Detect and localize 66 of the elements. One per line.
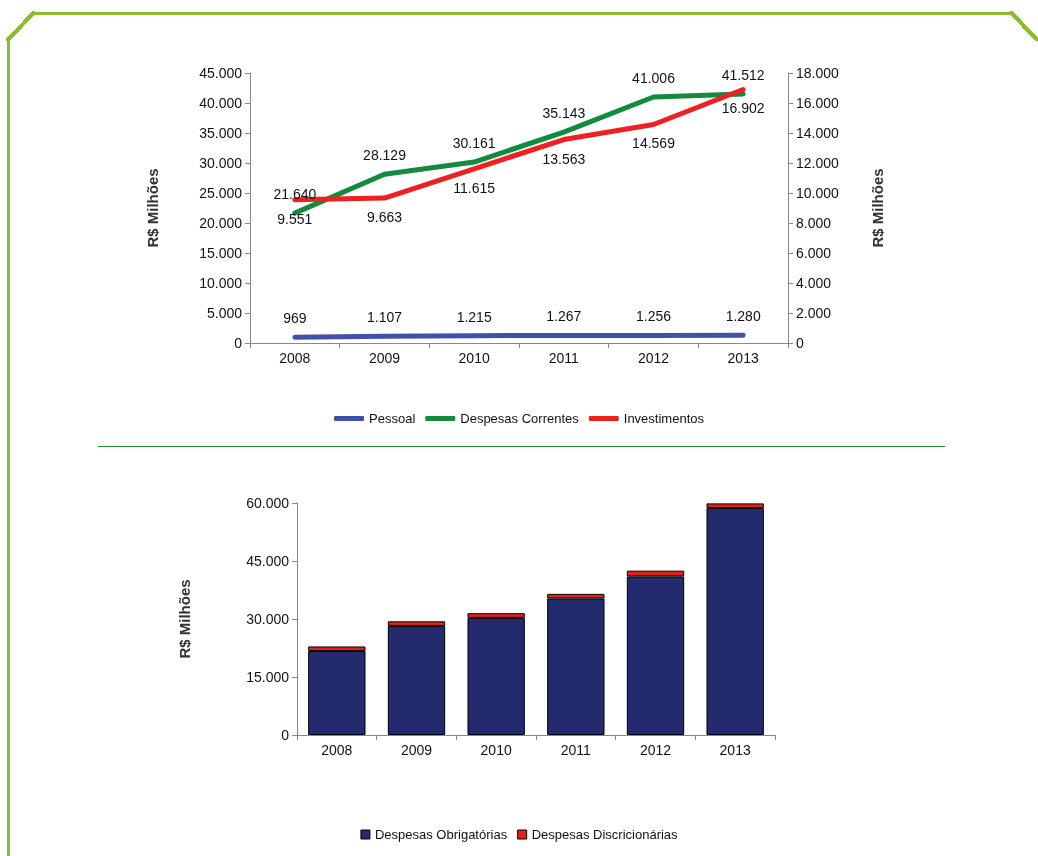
x-tick-label: 2013 xyxy=(719,742,751,758)
y2-tick-label: 18.000 xyxy=(796,65,840,81)
data-label: 13.563 xyxy=(542,150,586,167)
data-label: 1.280 xyxy=(725,308,761,325)
bar xyxy=(547,598,605,735)
y-tick-label: 45.000 xyxy=(199,65,243,81)
data-label: 1.267 xyxy=(546,308,582,325)
x-tick-label: 2009 xyxy=(400,742,433,758)
legend-label: Pessoal xyxy=(369,411,416,426)
data-label: 969 xyxy=(283,310,307,327)
y2-tick-label: 2.000 xyxy=(796,305,832,321)
legend-label: Despesas Obrigatórias xyxy=(374,827,508,842)
data-label: 14.569 xyxy=(632,135,676,152)
y-tick-label: 0 xyxy=(281,727,290,743)
y2-tick-label: 14.000 xyxy=(796,125,840,141)
data-label: 11.615 xyxy=(453,179,496,196)
data-label: 1.215 xyxy=(456,308,492,325)
data-label: 41.512 xyxy=(721,66,765,83)
y-tick-label: 35.000 xyxy=(199,125,243,141)
x-tick-label: 2008 xyxy=(279,350,311,366)
legend-label: Despesas Correntes xyxy=(460,411,580,426)
y2-axis-title: R$ Milhões xyxy=(869,168,886,248)
y-axis-title: R$ Milhões xyxy=(176,579,193,659)
x-tick-label: 2012 xyxy=(639,742,672,758)
x-tick-label: 2010 xyxy=(480,742,512,758)
x-tick-label: 2012 xyxy=(637,350,670,366)
y2-tick-label: 6.000 xyxy=(796,245,832,261)
data-label: 9.663 xyxy=(366,209,403,226)
x-tick-label: 2009 xyxy=(368,350,401,366)
y-tick-label: 5.000 xyxy=(206,305,243,321)
data-label: 9.551 xyxy=(277,210,313,227)
y2-tick-label: 0 xyxy=(796,335,804,351)
y-tick-label: 30.000 xyxy=(199,155,243,171)
y-tick-label: 60.000 xyxy=(246,495,290,511)
bar xyxy=(467,617,525,735)
bar xyxy=(387,625,446,735)
data-label: 28.129 xyxy=(363,147,407,164)
y2-tick-label: 12.000 xyxy=(796,155,840,171)
data-label: 16.902 xyxy=(721,100,765,117)
y-tick-label: 45.000 xyxy=(246,553,290,569)
y2-tick-label: 8.000 xyxy=(796,215,832,231)
data-label: 21.640 xyxy=(273,186,317,203)
x-tick-label: 2008 xyxy=(321,742,353,758)
y-tick-label: 20.000 xyxy=(199,215,243,231)
legend-label: Despesas Discricionárias xyxy=(531,827,679,842)
x-tick-label: 2013 xyxy=(727,350,759,366)
y-tick-label: 15.000 xyxy=(246,669,290,685)
y-tick-label: 0 xyxy=(234,335,243,351)
y2-tick-label: 16.000 xyxy=(796,95,840,111)
y-tick-label: 10.000 xyxy=(199,275,243,291)
x-tick-label: 2011 xyxy=(548,350,580,366)
y-tick-label: 25.000 xyxy=(199,185,243,201)
data-label: 41.006 xyxy=(632,69,676,86)
y-tick-label: 30.000 xyxy=(246,611,290,627)
data-label: 1.256 xyxy=(635,308,672,325)
y-tick-label: 40.000 xyxy=(199,95,243,111)
legend-label: Investimentos xyxy=(623,411,705,426)
x-tick-label: 2010 xyxy=(458,350,490,366)
x-tick-label: 2011 xyxy=(560,742,592,758)
y2-tick-label: 4.000 xyxy=(796,275,832,291)
data-label: 30.161 xyxy=(452,135,496,152)
data-label: 1.107 xyxy=(366,309,403,326)
data-label: 35.143 xyxy=(542,105,586,122)
y-axis-title: R$ Milhões xyxy=(144,168,161,248)
y-tick-label: 15.000 xyxy=(199,245,243,261)
y2-tick-label: 10.000 xyxy=(796,185,840,201)
